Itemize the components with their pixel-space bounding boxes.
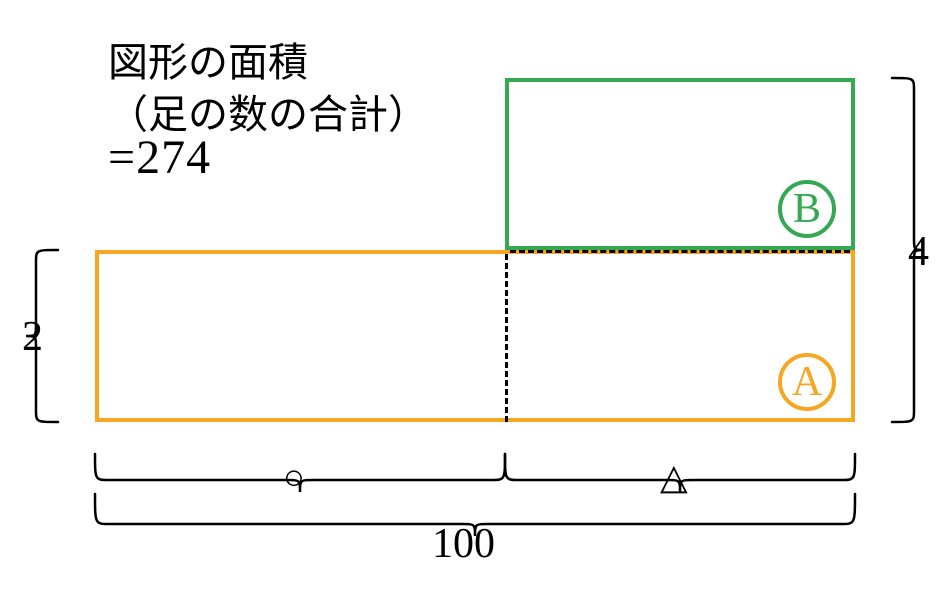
- diagram-stage: 図形の面積 （足の数の合計） =274 B A 2 4 100 ○ △: [0, 0, 940, 593]
- brace-layer: [0, 0, 940, 593]
